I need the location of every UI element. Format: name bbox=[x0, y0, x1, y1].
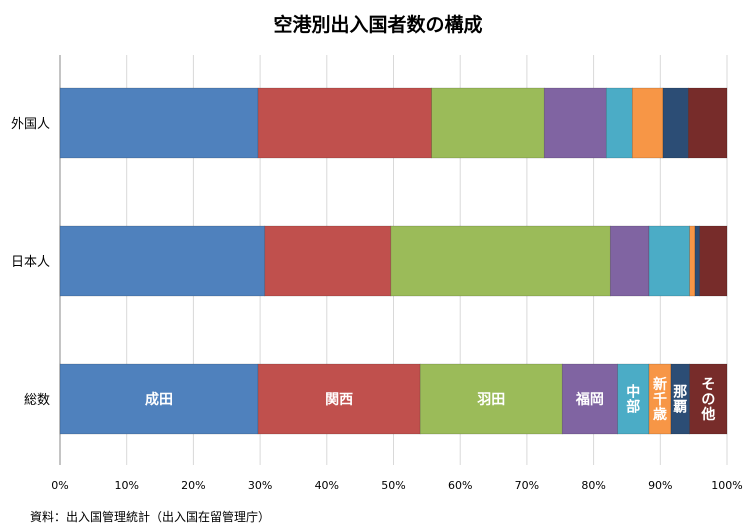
segment-label: 成田 bbox=[145, 391, 173, 408]
y-category-label: 総数 bbox=[24, 393, 50, 408]
bar-segment bbox=[543, 87, 607, 159]
x-tick-label: 40% bbox=[315, 479, 339, 492]
x-tick-label: 90% bbox=[648, 479, 672, 492]
bar-segment bbox=[689, 363, 728, 435]
segment-label: 羽田 bbox=[477, 392, 505, 408]
x-tick-label: 10% bbox=[114, 479, 138, 492]
segment-label: 中部 bbox=[626, 384, 640, 416]
y-category-label: 日本人 bbox=[11, 255, 50, 270]
y-category-label: 外国人 bbox=[11, 117, 50, 132]
bar-segment bbox=[699, 225, 728, 297]
bar-segment bbox=[688, 87, 728, 159]
chart-title: 空港別出入国者数の構成 bbox=[273, 14, 483, 36]
segment-label: 新千歳 bbox=[653, 376, 667, 423]
bar-segment bbox=[561, 363, 618, 435]
bar-segments bbox=[59, 87, 728, 435]
bar-segment bbox=[390, 225, 611, 297]
bar-segment bbox=[264, 225, 392, 297]
bar-segment bbox=[631, 87, 664, 159]
x-tick-label: 30% bbox=[248, 479, 272, 492]
bar-segment bbox=[648, 225, 690, 297]
bar-segment bbox=[662, 87, 689, 159]
x-tick-label: 60% bbox=[448, 479, 472, 492]
source-note: 資料：出入国管理統計（出入国在留管理庁） bbox=[30, 510, 271, 524]
segment-label: 那覇 bbox=[673, 385, 687, 416]
x-tick-label: 100% bbox=[711, 479, 742, 492]
bar-segment bbox=[59, 87, 259, 159]
bar-segment bbox=[609, 225, 650, 297]
x-tick-label: 0% bbox=[51, 479, 68, 492]
bar-segment bbox=[419, 363, 563, 435]
x-tick-label: 80% bbox=[581, 479, 605, 492]
segment-label: その他 bbox=[700, 377, 715, 423]
bar-segment bbox=[59, 363, 259, 435]
bar-segment bbox=[605, 87, 633, 159]
bar-segment bbox=[257, 363, 421, 435]
bar-segment bbox=[689, 225, 696, 297]
bar-segment bbox=[694, 225, 700, 297]
segment-label: 福岡 bbox=[575, 391, 604, 408]
x-tick-label: 50% bbox=[381, 479, 405, 492]
bar-segment bbox=[257, 87, 432, 159]
x-tick-label: 20% bbox=[181, 479, 205, 492]
x-tick-label: 70% bbox=[515, 479, 539, 492]
segment-label: 関西 bbox=[325, 392, 353, 408]
bar-segment bbox=[59, 225, 266, 297]
axis-labels: 0% 10% 20% 30% 40% 50% 60% 70% 80% 90% 100% 外国人日本人総… bbox=[11, 117, 743, 492]
bar-segment bbox=[431, 87, 545, 159]
